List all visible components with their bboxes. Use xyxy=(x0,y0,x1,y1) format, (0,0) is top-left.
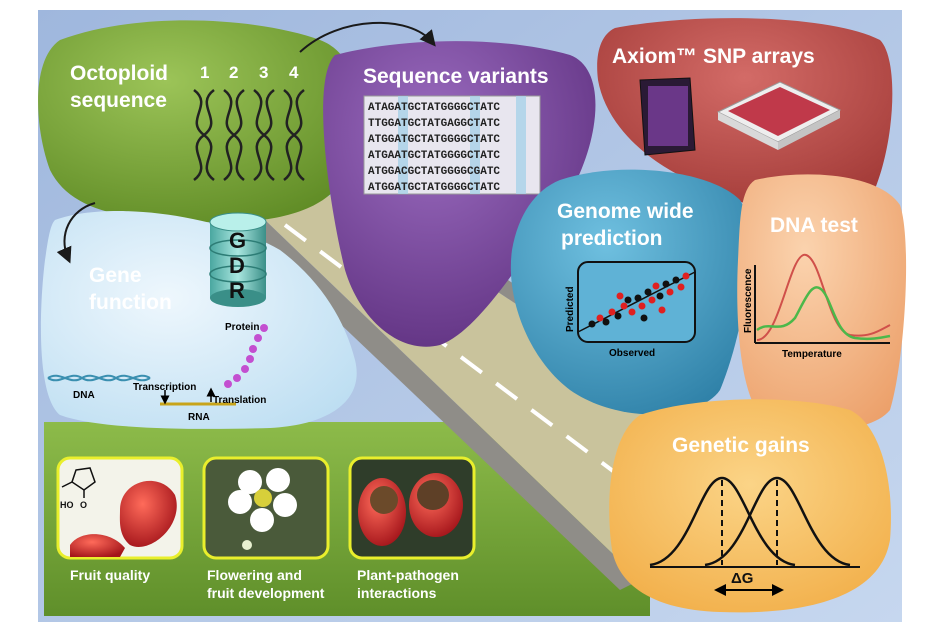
distribution-curve-before xyxy=(649,476,796,567)
caption-pathogen-line2: interactions xyxy=(357,585,437,601)
genome-prediction-title-line1: Genome wide xyxy=(557,200,694,223)
gene-function-blob: Gene function Protein Transcription DNA … xyxy=(40,211,357,429)
axiom-blob: Axiom™ SNP arrays xyxy=(597,18,893,217)
caption-flowering-line2: fruit development xyxy=(207,585,325,601)
photo-pathogen xyxy=(348,456,476,560)
genome-prediction-blob: Genome wide prediction Predicted Observe… xyxy=(510,169,750,415)
octoploid-number-4: 4 xyxy=(289,63,299,82)
sequence-row-4: ATGAATGCTATGGGGCTATC xyxy=(368,150,500,162)
dna-test-title: DNA test xyxy=(770,214,858,237)
octoploid-title-line1: Octoploid xyxy=(70,62,168,85)
photo-flowering xyxy=(202,456,330,560)
octoploid-number-2: 2 xyxy=(229,63,238,82)
delta-g-label: ΔG xyxy=(731,570,753,587)
microplate-icon xyxy=(716,81,842,150)
snp-chip-icon xyxy=(639,77,696,156)
caption-pathogen-line1: Plant-pathogen xyxy=(357,567,459,583)
dna-strand-icon xyxy=(47,374,151,382)
genome-prediction-ylabel: Predicted xyxy=(565,286,576,332)
gene-function-title-line1: Gene xyxy=(89,264,142,287)
axiom-title: Axiom™ SNP arrays xyxy=(612,45,815,68)
caption-fruit-quality: Fruit quality xyxy=(70,567,150,583)
protein-chain-icon xyxy=(224,324,268,388)
label-protein: Protein xyxy=(225,322,259,333)
octoploid-blob: Octoploid sequence 1 2 3 4 xyxy=(38,20,358,223)
caption-flowering-line1: Flowering and xyxy=(207,567,302,583)
octoploid-title-line2: sequence xyxy=(70,89,167,112)
road-center-line xyxy=(283,223,667,512)
arrow-octoploid-to-gene-function xyxy=(56,202,96,264)
gdr-letter-d: D xyxy=(229,253,245,278)
dna-test-xlabel: Temperature xyxy=(782,349,842,360)
octoploid-number-1: 1 xyxy=(200,63,209,82)
label-rna: RNA xyxy=(188,412,210,423)
photo-fruit-quality: HO O xyxy=(56,456,184,560)
molecule-label-o: O xyxy=(80,500,87,510)
label-dna: DNA xyxy=(73,390,95,401)
gdr-letter-g: G xyxy=(229,228,246,253)
label-translation: Translation xyxy=(213,395,266,406)
dna-test-ylabel: Fluorescence xyxy=(743,268,754,333)
sequence-row-5: ATGGACGCTATGGGGCGATC xyxy=(368,166,500,178)
molecule-label-ho: HO xyxy=(60,500,74,510)
dna-test-blob: DNA test Fluorescence Temperature xyxy=(737,174,907,431)
genetic-gains-blob: Genetic gains ΔG xyxy=(609,399,891,613)
melt-curve-green xyxy=(756,286,891,341)
genome-prediction-title-line2: prediction xyxy=(561,227,663,250)
label-transcription: Transcription xyxy=(133,382,196,393)
genome-prediction-xlabel: Observed xyxy=(609,348,655,359)
distribution-curve-after xyxy=(704,476,851,567)
sequence-variants-blob: Sequence variants ATAGATGCTATGGGGCTATC T… xyxy=(323,41,596,347)
alignment-box xyxy=(363,95,541,195)
sequence-variants-title: Sequence variants xyxy=(363,65,549,88)
gdr-database-icon: G D R xyxy=(209,212,267,307)
arrow-octoploid-to-variants xyxy=(299,21,436,53)
gene-function-title-line2: function xyxy=(89,291,172,314)
sequence-row-2: TTGGATGCTATGAGGCTATC xyxy=(368,118,500,130)
alignment-highlight xyxy=(398,96,526,194)
octoploid-number-3: 3 xyxy=(259,63,268,82)
dna-helix-icons xyxy=(193,89,305,181)
scatter-points xyxy=(588,272,690,328)
sequence-row-1: ATAGATGCTATGGGGCTATC xyxy=(368,102,500,114)
melt-curve-red xyxy=(756,253,891,341)
sequence-row-3: ATGGATGCTATGGGGCTATC xyxy=(368,134,500,146)
sequence-row-6: ATGGATGCTATGGGGCTATC xyxy=(368,182,500,194)
gdr-letter-r: R xyxy=(229,278,245,303)
genetic-gains-title: Genetic gains xyxy=(672,434,810,457)
